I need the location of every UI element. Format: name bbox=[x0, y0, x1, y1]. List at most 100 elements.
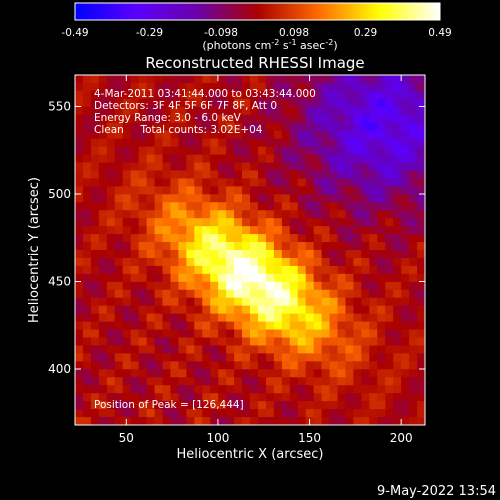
heatmap-cell bbox=[163, 242, 172, 251]
heatmap-cell bbox=[131, 155, 140, 164]
heatmap-cell bbox=[186, 314, 195, 323]
heatmap-cell bbox=[409, 306, 418, 315]
heatmap-cell bbox=[250, 314, 259, 323]
heatmap-cell bbox=[361, 186, 370, 195]
heatmap-cell bbox=[369, 226, 378, 235]
heatmap-cell bbox=[353, 345, 362, 354]
heatmap-cell bbox=[361, 234, 370, 243]
heatmap-cell bbox=[274, 210, 283, 219]
heatmap-cell bbox=[401, 298, 410, 307]
heatmap-cell bbox=[274, 123, 283, 132]
heatmap-cell bbox=[194, 202, 203, 211]
heatmap-cell bbox=[385, 99, 394, 108]
heatmap-cell bbox=[186, 306, 195, 315]
heatmap-cell bbox=[258, 393, 267, 402]
heatmap-cell bbox=[338, 155, 347, 164]
heatmap-cell bbox=[83, 338, 92, 347]
heatmap-cell bbox=[242, 202, 251, 211]
heatmap-cell bbox=[338, 330, 347, 339]
heatmap-cell bbox=[107, 163, 116, 172]
heatmap-cell bbox=[202, 306, 211, 315]
heatmap-cell bbox=[353, 250, 362, 259]
heatmap-cell bbox=[345, 322, 354, 331]
heatmap-cell bbox=[178, 218, 187, 227]
heatmap-cell bbox=[353, 338, 362, 347]
heatmap-cell bbox=[147, 338, 156, 347]
colorbar-tick-label: 0.49 bbox=[428, 27, 451, 39]
heatmap-cell bbox=[258, 290, 267, 299]
heatmap-cell bbox=[123, 345, 132, 354]
heatmap-cell bbox=[115, 210, 124, 219]
heatmap-cell bbox=[202, 210, 211, 219]
heatmap-cell bbox=[139, 361, 148, 370]
heatmap-cell bbox=[155, 210, 164, 219]
heatmap-cell bbox=[226, 155, 235, 164]
heatmap-cell bbox=[163, 306, 172, 315]
heatmap-cell bbox=[75, 266, 84, 275]
heatmap-cell bbox=[393, 99, 402, 108]
heatmap-cell bbox=[274, 353, 283, 362]
heatmap-cell bbox=[290, 274, 299, 283]
heatmap-cell bbox=[409, 234, 418, 243]
heatmap-cell bbox=[298, 178, 307, 187]
heatmap-cell bbox=[250, 369, 259, 378]
heatmap-cell bbox=[234, 298, 243, 307]
heatmap-cell bbox=[401, 353, 410, 362]
heatmap-cell bbox=[226, 139, 235, 148]
heatmap-cell bbox=[250, 194, 259, 203]
heatmap-cell bbox=[361, 290, 370, 299]
heatmap-cell bbox=[258, 353, 267, 362]
heatmap-cell bbox=[282, 186, 291, 195]
colorbar-label: (photons cm-2 s-1 asec-2) bbox=[202, 38, 337, 52]
heatmap-cell bbox=[377, 322, 386, 331]
heatmap-cell bbox=[369, 210, 378, 219]
heatmap-cell bbox=[345, 210, 354, 219]
heatmap-cell bbox=[147, 322, 156, 331]
heatmap-cell bbox=[131, 210, 140, 219]
heatmap-cell bbox=[75, 155, 84, 164]
heatmap-cell bbox=[274, 115, 283, 124]
heatmap-cell bbox=[75, 258, 84, 267]
heatmap-cell bbox=[409, 345, 418, 354]
heatmap-cell bbox=[163, 139, 172, 148]
heatmap-cell bbox=[91, 345, 100, 354]
heatmap-cell bbox=[338, 115, 347, 124]
heatmap-cell bbox=[338, 123, 347, 132]
heatmap-cell bbox=[345, 131, 354, 140]
heatmap-cell bbox=[218, 226, 227, 235]
heatmap-cell bbox=[417, 194, 426, 203]
heatmap-cell bbox=[361, 258, 370, 267]
heatmap-cell bbox=[401, 163, 410, 172]
heatmap-cell bbox=[123, 194, 132, 203]
heatmap-cell bbox=[282, 298, 291, 307]
heatmap-cell bbox=[369, 401, 378, 410]
heatmap-cell bbox=[226, 147, 235, 156]
heatmap-cell bbox=[75, 91, 84, 100]
heatmap-cell bbox=[155, 258, 164, 267]
heatmap-cell bbox=[258, 385, 267, 394]
heatmap-cell bbox=[338, 258, 347, 267]
heatmap-cell bbox=[361, 99, 370, 108]
heatmap-cell bbox=[298, 274, 307, 283]
heatmap-cell bbox=[83, 99, 92, 108]
heatmap-cell bbox=[139, 417, 148, 426]
colorbar-tick-label: 0.29 bbox=[354, 27, 377, 39]
heatmap-cell bbox=[147, 266, 156, 275]
heatmap-cell bbox=[131, 361, 140, 370]
heatmap-cell bbox=[91, 170, 100, 179]
heatmap-cell bbox=[353, 115, 362, 124]
heatmap-cell bbox=[178, 306, 187, 315]
heatmap-cell bbox=[83, 170, 92, 179]
heatmap-cell bbox=[330, 401, 339, 410]
heatmap-cell bbox=[107, 210, 116, 219]
heatmap-cell bbox=[266, 115, 275, 124]
heatmap-cell bbox=[186, 266, 195, 275]
heatmap-cell bbox=[210, 202, 219, 211]
heatmap-cell bbox=[385, 75, 394, 84]
heatmap-cell bbox=[330, 202, 339, 211]
heatmap-cell bbox=[330, 234, 339, 243]
heatmap-cell bbox=[99, 385, 108, 394]
heatmap-cell bbox=[170, 298, 179, 307]
heatmap-cell bbox=[361, 369, 370, 378]
heatmap-cell bbox=[345, 258, 354, 267]
